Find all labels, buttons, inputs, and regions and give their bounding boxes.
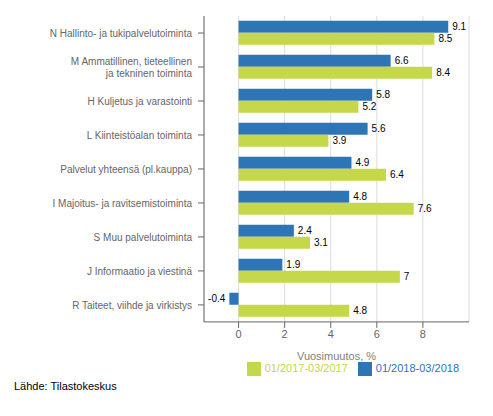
svg-text:-0.4: -0.4 [208, 293, 226, 304]
svg-text:L Kiinteistöalan toiminta: L Kiinteistöalan toiminta [87, 129, 193, 140]
svg-text:N Hallinto- ja tukipalvelutoim: N Hallinto- ja tukipalvelutoiminta [50, 27, 193, 38]
svg-text:1.9: 1.9 [286, 259, 300, 270]
svg-text:M Ammatillinen, tieteellinenja: M Ammatillinen, tieteellinenja tekninen … [71, 55, 193, 78]
html-text:01/2017-03/2017: 01/2017-03/2017 [264, 361, 348, 374]
svg-text:4.9: 4.9 [355, 157, 369, 168]
svg-text:J Informaatio ja viestinä: J Informaatio ja viestinä [87, 265, 192, 276]
svg-text:8.5: 8.5 [438, 33, 452, 44]
svg-text:4.8: 4.8 [353, 191, 367, 202]
svg-text:5.6: 5.6 [372, 123, 386, 134]
svg-text:5.8: 5.8 [376, 89, 390, 100]
svg-text:2: 2 [282, 328, 288, 340]
svg-text:9.1: 9.1 [452, 21, 466, 32]
svg-text:7.6: 7.6 [418, 203, 432, 214]
svg-text:4: 4 [328, 328, 334, 340]
svg-text:0: 0 [236, 328, 242, 340]
html-text:Lähde: Tilastokeskus: Lähde: Tilastokeskus [14, 380, 117, 392]
svg-text:6.4: 6.4 [390, 169, 404, 180]
svg-text:8.4: 8.4 [436, 67, 450, 78]
svg-text:5.2: 5.2 [362, 101, 376, 112]
svg-text:6: 6 [374, 328, 380, 340]
svg-text:2.4: 2.4 [298, 225, 312, 236]
svg-text:4.8: 4.8 [353, 305, 367, 316]
svg-text:8: 8 [420, 328, 426, 340]
svg-text:6.6: 6.6 [395, 55, 409, 66]
svg-text:Vuosimuutos, %: Vuosimuutos, % [297, 350, 376, 362]
svg-text:R Taiteet, viihde ja virkistys: R Taiteet, viihde ja virkistys [72, 299, 192, 310]
svg-text:3.9: 3.9 [332, 135, 346, 146]
svg-text:7: 7 [404, 271, 410, 282]
svg-text:Palvelut yhteensä (pl.kauppa): Palvelut yhteensä (pl.kauppa) [60, 163, 192, 174]
svg-text:S Muu palvelutoiminta: S Muu palvelutoiminta [94, 231, 193, 242]
svg-text:H Kuljetus ja varastointi: H Kuljetus ja varastointi [88, 95, 193, 106]
svg-text:I Majoitus- ja ravitsemistoimi: I Majoitus- ja ravitsemistoiminta [53, 197, 193, 208]
html-text:01/2018-03/2018: 01/2018-03/2018 [375, 361, 459, 374]
svg-text:3.1: 3.1 [314, 237, 328, 248]
